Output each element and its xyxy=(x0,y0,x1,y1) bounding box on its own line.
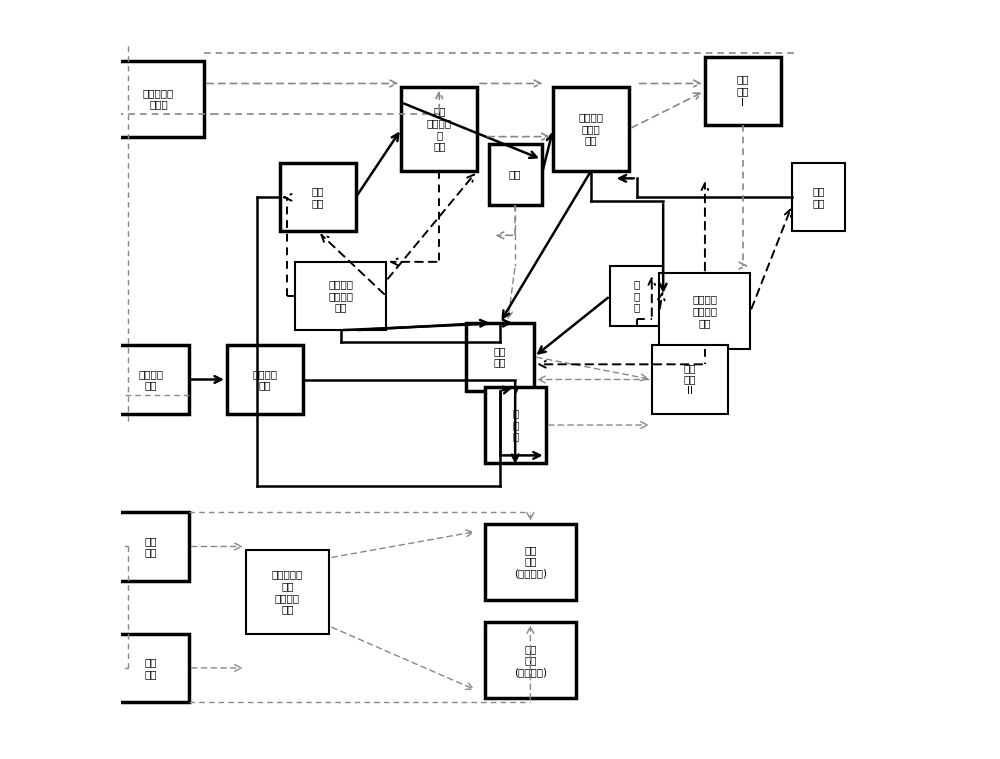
FancyBboxPatch shape xyxy=(485,387,546,463)
FancyBboxPatch shape xyxy=(659,273,750,349)
FancyBboxPatch shape xyxy=(466,323,534,391)
FancyBboxPatch shape xyxy=(485,622,576,698)
FancyBboxPatch shape xyxy=(246,550,329,634)
FancyBboxPatch shape xyxy=(113,512,189,581)
FancyBboxPatch shape xyxy=(652,345,728,414)
Text: 图像
输出
II: 图像 输出 II xyxy=(684,363,696,396)
FancyBboxPatch shape xyxy=(227,345,303,414)
FancyBboxPatch shape xyxy=(553,87,629,171)
Text: 分
流
器: 分 流 器 xyxy=(512,408,518,442)
Text: 北区
太阳能集
热
系统: 北区 太阳能集 热 系统 xyxy=(427,106,452,152)
FancyBboxPatch shape xyxy=(280,163,356,231)
Text: 南区
水泵: 南区 水泵 xyxy=(813,187,825,208)
FancyBboxPatch shape xyxy=(705,57,781,125)
Text: 汇
流
器: 汇 流 器 xyxy=(633,279,640,313)
Text: 水箱
部分: 水箱 部分 xyxy=(494,346,506,367)
Text: 图像
输出
I: 图像 输出 I xyxy=(737,74,749,108)
Text: 南区系统
运行控制
部分: 南区系统 运行控制 部分 xyxy=(692,294,717,328)
Text: 用水负荷
计算: 用水负荷 计算 xyxy=(252,369,277,390)
Text: 用水负荷
部分: 用水负荷 部分 xyxy=(138,369,163,390)
FancyBboxPatch shape xyxy=(113,61,204,137)
FancyBboxPatch shape xyxy=(489,144,542,205)
FancyBboxPatch shape xyxy=(610,266,663,326)
FancyBboxPatch shape xyxy=(485,524,576,600)
Text: 太阳能集热
器的
集热效率
计算: 太阳能集热 器的 集热效率 计算 xyxy=(272,569,303,615)
Text: 北区系统
运行控制
部分: 北区系统 运行控制 部分 xyxy=(328,279,353,313)
FancyBboxPatch shape xyxy=(401,87,477,171)
Text: 南区太阳
能集热
系统: 南区太阳 能集热 系统 xyxy=(579,112,604,146)
FancyBboxPatch shape xyxy=(113,634,189,702)
FancyBboxPatch shape xyxy=(295,262,386,330)
Text: 北区
水泵: 北区 水泵 xyxy=(312,187,324,208)
FancyBboxPatch shape xyxy=(113,345,189,414)
Text: 日积
分器: 日积 分器 xyxy=(145,536,157,557)
Text: 气象参数输
入部分: 气象参数输 入部分 xyxy=(143,88,174,109)
Text: 数据
输出
(全年结果): 数据 输出 (全年结果) xyxy=(514,644,547,677)
Text: 总积
分器: 总积 分器 xyxy=(145,657,157,679)
Text: 汇流: 汇流 xyxy=(509,169,521,180)
Text: 数据
输出
(逐日结果): 数据 输出 (逐日结果) xyxy=(514,545,547,578)
FancyBboxPatch shape xyxy=(792,163,845,231)
